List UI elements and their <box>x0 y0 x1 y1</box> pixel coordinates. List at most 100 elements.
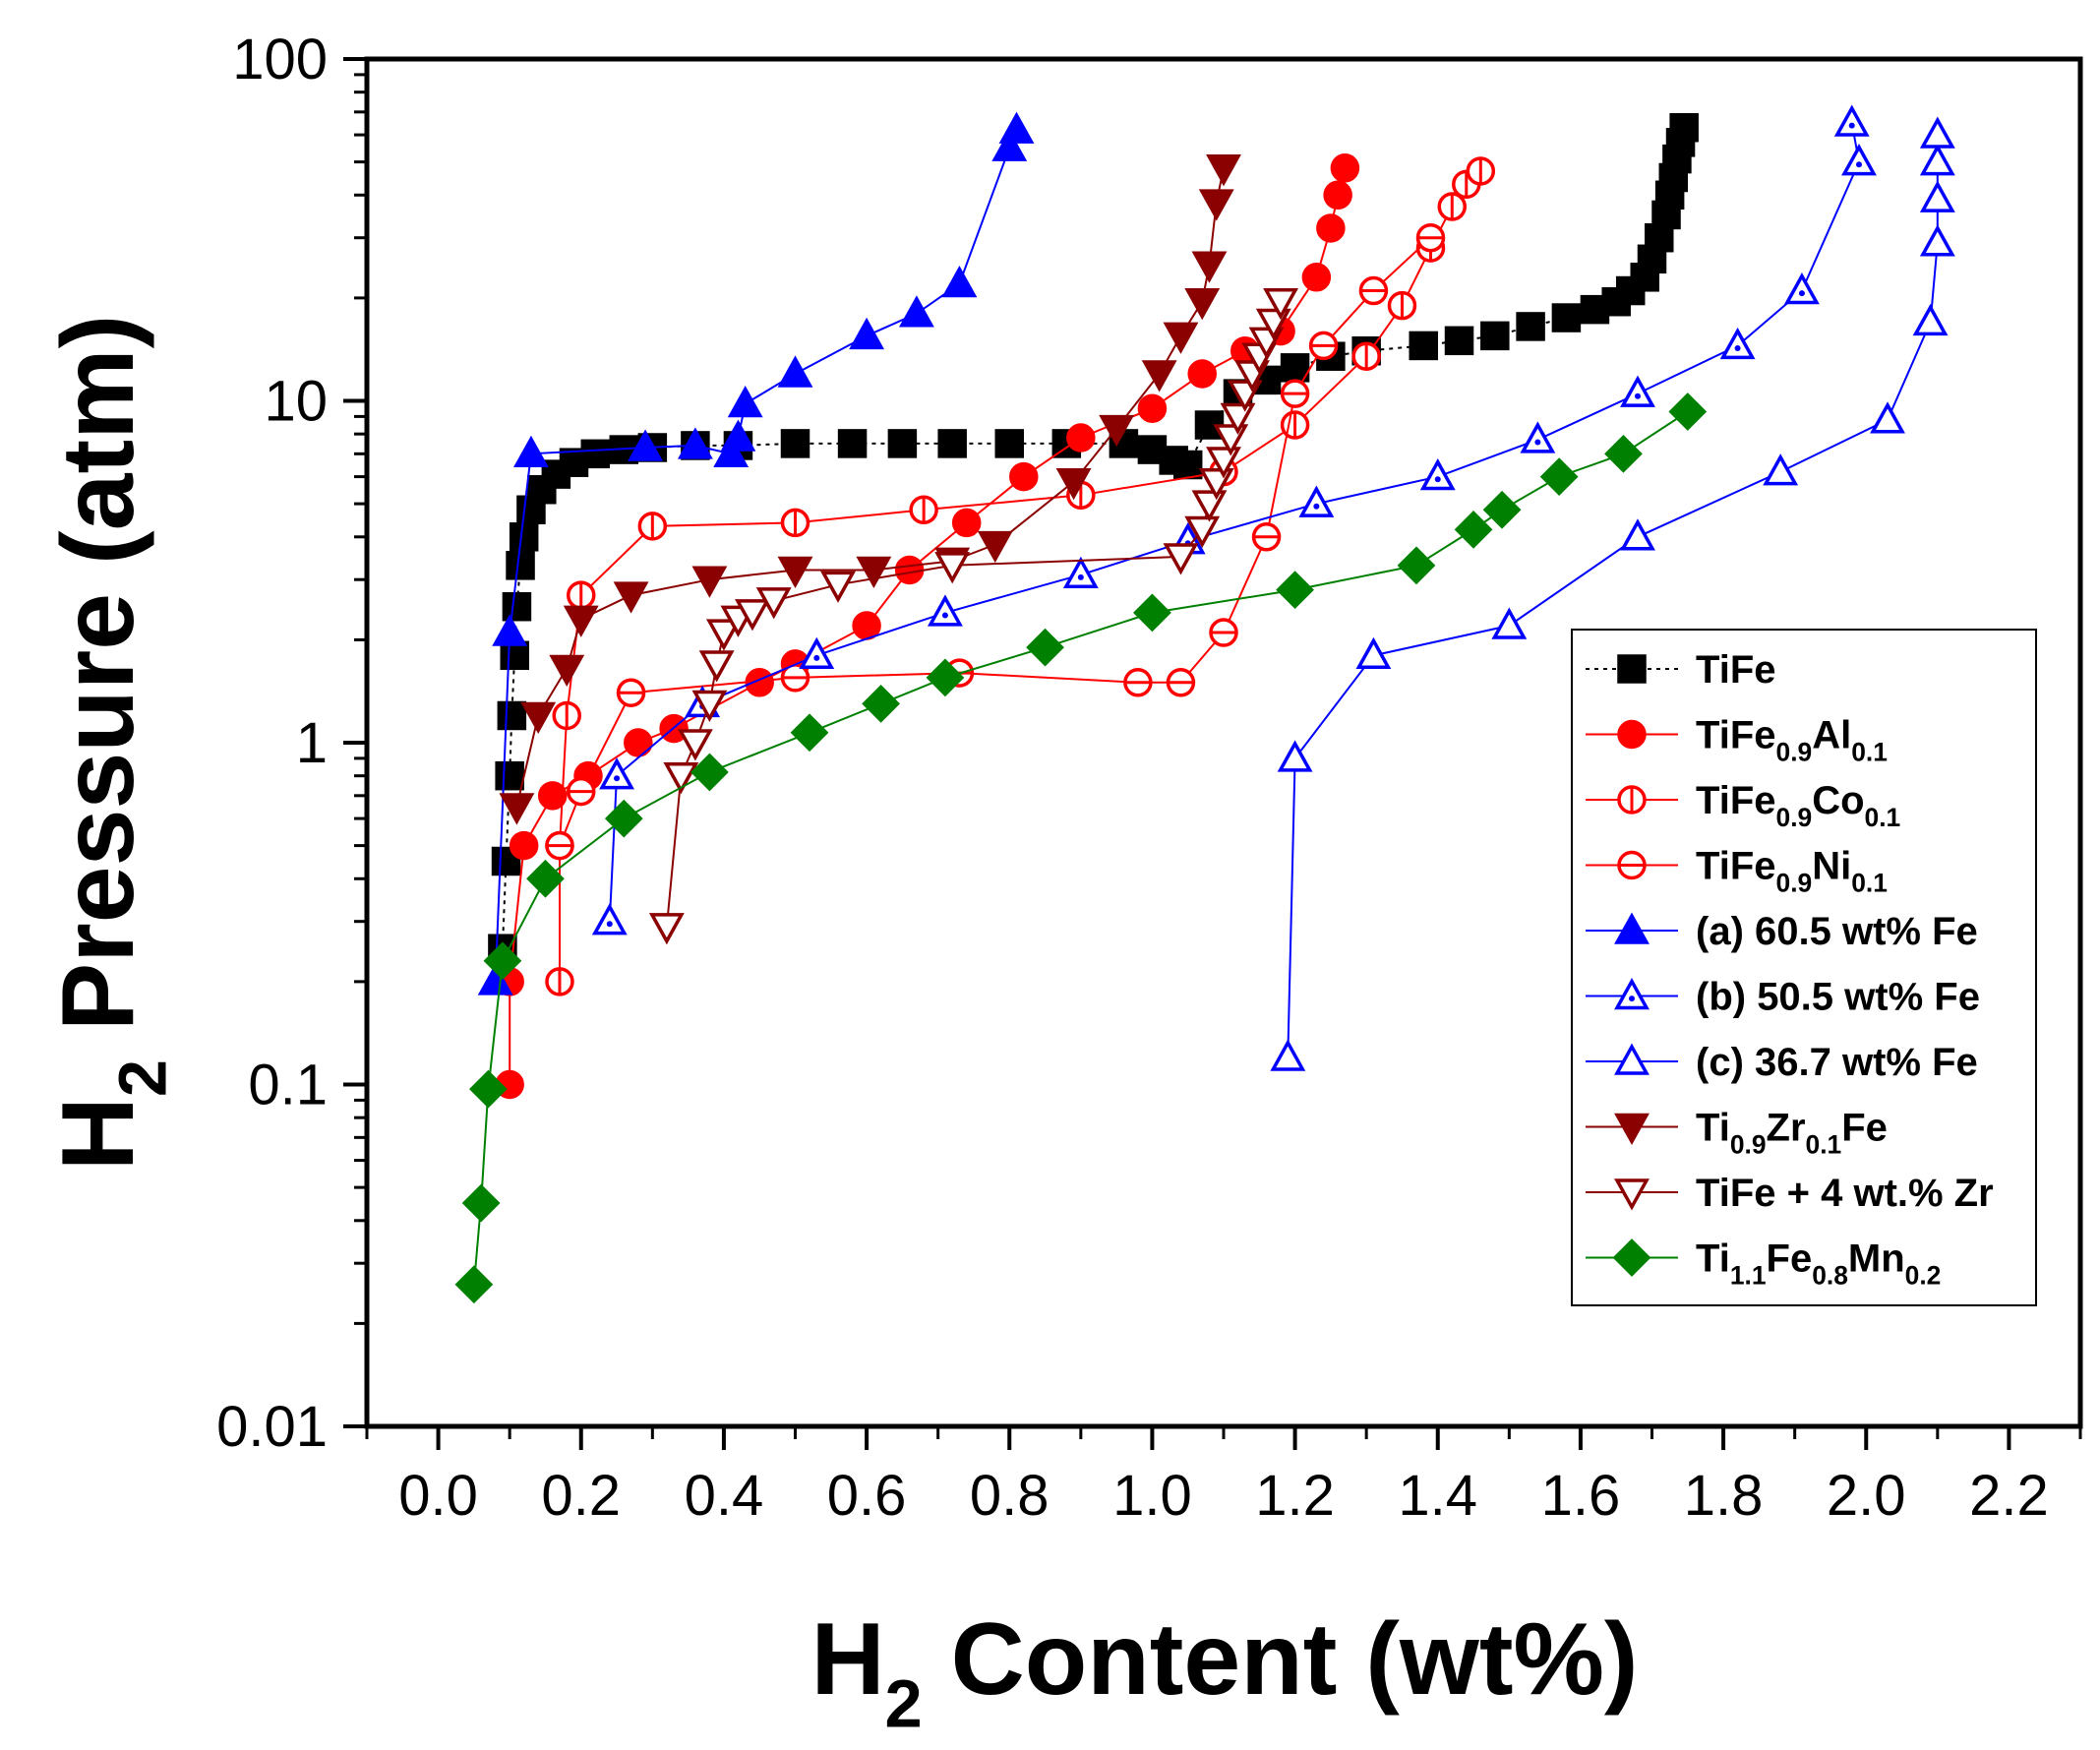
marker-shape <box>1482 490 1522 529</box>
data-point <box>941 265 978 298</box>
data-point <box>628 429 663 461</box>
marker-shape <box>1419 458 1456 491</box>
marker-shape <box>499 793 535 825</box>
legend-label-part: TiFe + 4 wt.% Zr <box>1696 1172 1994 1215</box>
x-tick-label: 0.0 <box>398 1464 478 1528</box>
marker-shape <box>1551 303 1582 332</box>
data-point <box>1280 379 1310 408</box>
marker-shape <box>887 429 918 458</box>
marker-shape <box>894 555 925 585</box>
data-point <box>1669 112 1699 143</box>
data-point <box>937 429 967 458</box>
data-point <box>1163 322 1199 354</box>
marker-shape <box>628 429 663 461</box>
data-point <box>977 530 1013 564</box>
marker-shape <box>727 385 763 418</box>
data-point <box>852 611 881 640</box>
marker-shape <box>591 903 628 935</box>
marker-dot <box>1734 345 1741 352</box>
legend-label: TiFe0.9Co0.1 <box>1696 779 1900 832</box>
legend-label-part: Fe <box>1841 1107 1888 1150</box>
series-line <box>472 410 1689 1285</box>
x-tick-label: 2.0 <box>1827 1464 1906 1528</box>
marker-shape <box>690 753 729 792</box>
legend-entry: (c) 36.7 wt% Fe <box>1586 1041 1978 1084</box>
data-point <box>1251 522 1282 552</box>
series-6 <box>591 104 1877 935</box>
legend: TiFeTiFe0.9Al0.1TiFe0.9Co0.1TiFe0.9Ni0.1… <box>1571 629 2037 1306</box>
marker-shape <box>1784 272 1820 305</box>
legend-marker <box>1617 785 1647 815</box>
legend-label-part: 0.9 <box>1776 803 1813 832</box>
data-point <box>799 636 835 670</box>
data-point <box>1719 327 1756 360</box>
data-point <box>1263 288 1298 321</box>
marker-shape <box>926 658 965 697</box>
legend-entry: Ti1.1Fe0.8Mn0.2 <box>1586 1237 1941 1290</box>
marker-dot <box>1077 573 1084 580</box>
data-point <box>552 700 581 731</box>
marker-shape <box>735 599 770 632</box>
data-point <box>520 701 557 735</box>
marker-shape <box>500 640 529 671</box>
marker-shape <box>1520 421 1556 453</box>
marker-shape <box>1397 546 1436 585</box>
data-point <box>928 594 963 627</box>
marker-shape <box>1009 461 1039 492</box>
data-point <box>1026 628 1064 667</box>
data-point <box>500 640 529 671</box>
plot-series <box>454 104 1955 1304</box>
marker-shape <box>537 781 568 811</box>
data-point <box>1355 636 1392 670</box>
data-point <box>1763 453 1799 486</box>
marker-shape <box>1184 288 1221 321</box>
marker-shape <box>1198 189 1234 221</box>
marker-shape <box>502 591 532 622</box>
marker-shape <box>1620 375 1655 407</box>
data-point <box>926 658 965 697</box>
marker-shape <box>1263 288 1298 321</box>
marker-dot <box>1848 122 1855 129</box>
data-point <box>1277 740 1313 772</box>
marker-shape <box>677 427 713 459</box>
data-point <box>549 654 585 687</box>
legend-marker <box>1617 654 1647 684</box>
legend-label-part: (b) 50.5 wt% Fe <box>1696 976 1980 1019</box>
data-point <box>1387 290 1417 321</box>
x-tick-label: 0.4 <box>685 1464 764 1528</box>
x-tick-label: 0.6 <box>827 1464 907 1528</box>
marker-shape <box>1163 543 1199 575</box>
data-point <box>1198 189 1234 221</box>
marker-shape <box>1184 515 1221 548</box>
marker-shape <box>1277 740 1313 772</box>
marker-shape <box>1614 1043 1650 1075</box>
legend-label-part: 0.1 <box>1806 1129 1842 1159</box>
data-point <box>677 729 713 761</box>
data-point <box>545 830 574 861</box>
y-tick-label: 10 <box>264 370 328 434</box>
x-tick-label: 0.8 <box>970 1464 1050 1528</box>
data-point <box>1066 423 1096 453</box>
legend-label-part: 0.9 <box>1730 1129 1767 1159</box>
series-8 <box>499 154 1241 825</box>
data-point <box>909 495 938 525</box>
marker-shape <box>513 435 549 468</box>
series-10 <box>454 392 1708 1304</box>
legend-label-part: Fe <box>1767 1237 1813 1281</box>
legend-label-part: TiFe <box>1696 845 1776 888</box>
legend-entry: TiFe0.9Ni0.1 <box>1586 845 1888 897</box>
marker-shape <box>549 654 585 687</box>
data-point <box>1482 490 1522 529</box>
marker-shape <box>713 435 750 468</box>
data-point <box>1409 331 1438 361</box>
data-point <box>1206 154 1241 187</box>
marker-dot <box>1434 476 1441 483</box>
marker-shape <box>928 594 963 627</box>
marker-shape <box>1919 180 1955 212</box>
marker-dot <box>1855 161 1862 168</box>
x-tick-label: 1.4 <box>1398 1464 1477 1528</box>
marker-shape <box>1187 359 1217 389</box>
marker-shape <box>1669 112 1699 143</box>
y-tick-label: 100 <box>232 28 328 91</box>
data-point <box>599 757 634 790</box>
